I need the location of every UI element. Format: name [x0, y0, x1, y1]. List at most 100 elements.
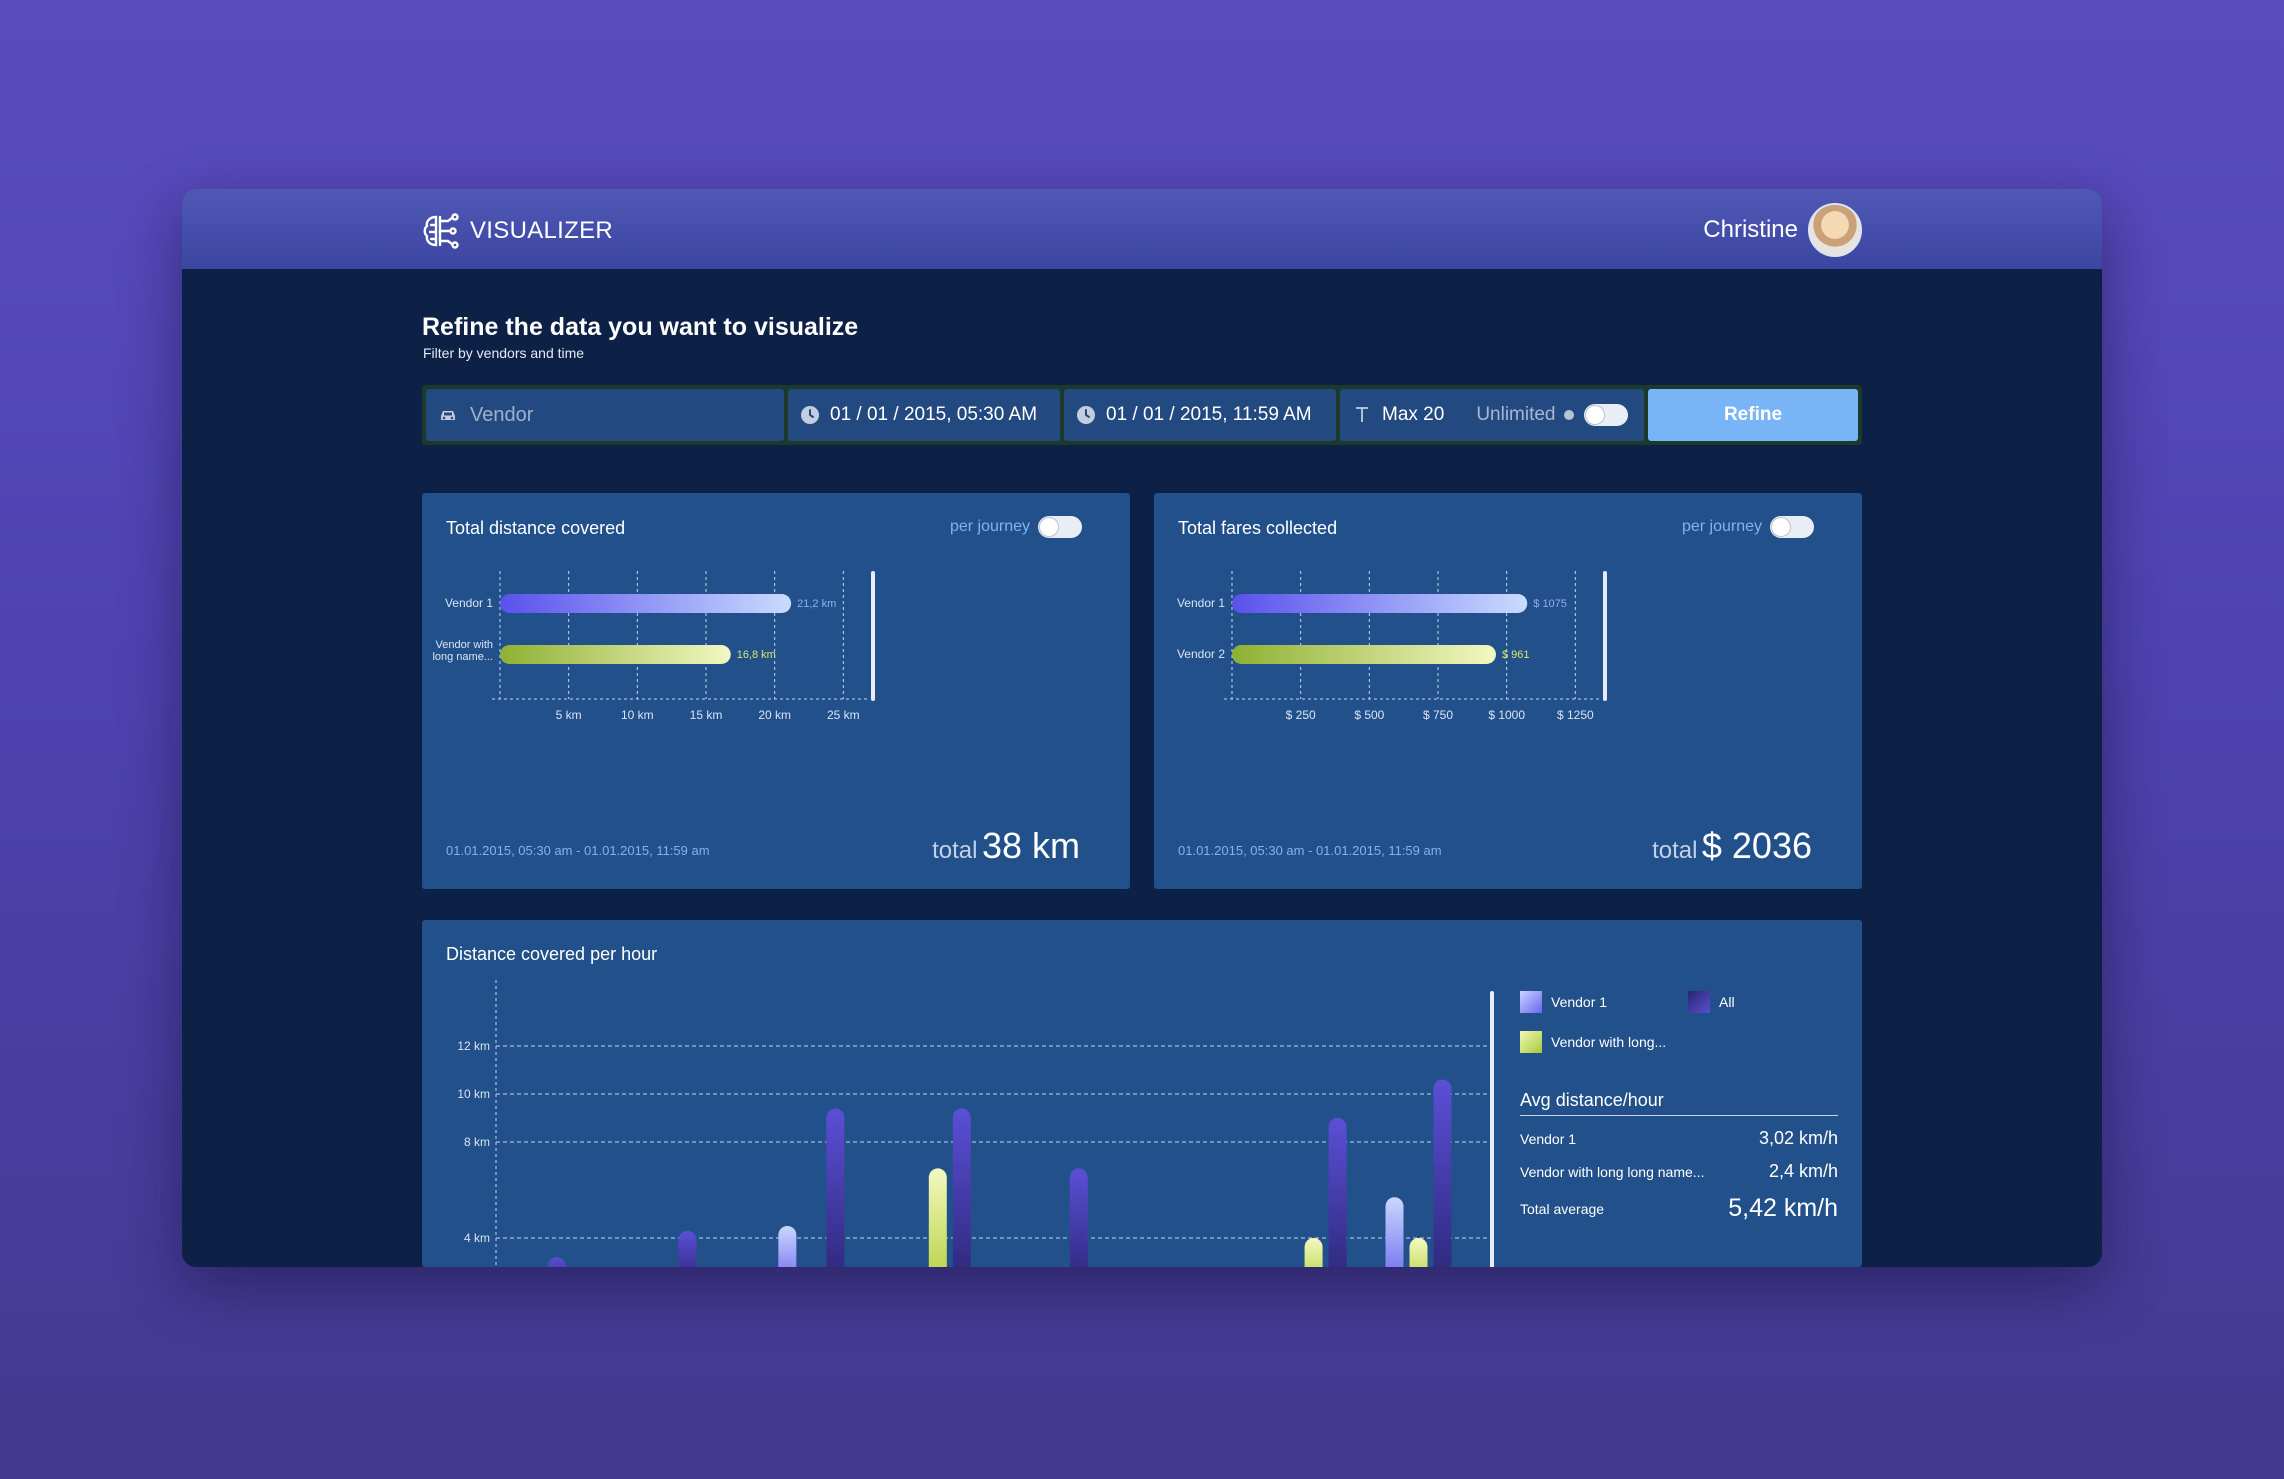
total-label: total: [1652, 837, 1698, 864]
bar: [1232, 645, 1496, 664]
bar-all: [1069, 1168, 1088, 1267]
max-results-field[interactable]: Max 20 Unlimited: [1340, 389, 1644, 441]
fares-bar-chart: $ 250 $ 500 $ 750 $ 1000 $ 1250 Vendor 1 $ 107…: [1177, 571, 1607, 722]
date-range: 01.01.2015, 05:30 am - 01.01.2015, 11:59…: [446, 843, 710, 858]
legend-item-vendor-2[interactable]: Vendor with long...: [1520, 1031, 1666, 1053]
category-label: Vendor with long name...: [432, 639, 493, 663]
vendor-field[interactable]: [426, 389, 784, 441]
page-title: Refine the data you want to visualize: [422, 313, 859, 341]
bar: [500, 645, 731, 664]
tick-label: 12 km: [457, 1039, 490, 1053]
legend-item-vendor-1[interactable]: Vendor 1: [1520, 991, 1607, 1013]
tick-label: $ 250: [1286, 708, 1316, 722]
avg-row-name: Vendor 1: [1520, 1130, 1577, 1147]
distance-card: Total distance covered per journey 5 km 1…: [422, 493, 1130, 889]
category-label: Vendor 2: [1177, 647, 1225, 661]
per-journey-control[interactable]: per journey: [1682, 516, 1814, 538]
avg-row: Vendor with long long name... 2,4 km/h: [1520, 1161, 1838, 1182]
total-summary: total $ 2036: [1652, 825, 1812, 867]
refine-button[interactable]: Refine: [1648, 389, 1858, 441]
bar-vendor-2: [1409, 1238, 1428, 1267]
from-datetime-field[interactable]: 01 / 01 / 2015, 05:30 AM: [788, 389, 1060, 441]
category-label: Vendor 1: [1177, 596, 1225, 610]
app-window: VISUALIZER Christine Refine the data you…: [182, 189, 2102, 1267]
fares-card: Total fares collected per journey $ 250 $…: [1154, 493, 1862, 889]
tick-label: 10 km: [457, 1087, 490, 1101]
bar: [500, 594, 792, 613]
per-journey-label: per journey: [949, 518, 1030, 535]
legend-label: Vendor with long...: [1551, 1034, 1667, 1050]
tick-label: $ 750: [1423, 708, 1453, 722]
bar-vendor-1: [778, 1226, 797, 1267]
hourly-card: Distance covered per hour 12 km 10 km 8 km…: [422, 920, 1862, 1267]
avatar[interactable]: [1808, 203, 1862, 257]
page-subtitle: Filter by vendors and time: [423, 345, 585, 361]
clock-icon: [1077, 406, 1095, 424]
tick-label: 5 km: [556, 708, 582, 722]
scrollbar: [1490, 991, 1494, 1267]
top-bar: VISUALIZER Christine: [182, 189, 2102, 269]
tick-label: $ 500: [1354, 708, 1384, 722]
user-menu[interactable]: Christine: [1703, 203, 1862, 257]
filter-bar: 01 / 01 / 2015, 05:30 AM 01 / 01 / 2015,…: [422, 385, 1862, 445]
legend-swatch: [1520, 1031, 1542, 1053]
bar-vendor-2: [928, 1168, 947, 1267]
vendor-input[interactable]: [468, 402, 752, 428]
total-summary: total 38 km: [932, 825, 1080, 867]
avg-row-name: Vendor with long long name...: [1520, 1163, 1705, 1180]
user-name: Christine: [1703, 216, 1798, 243]
card-title: Distance covered per hour: [446, 944, 658, 964]
brand-name: VISUALIZER: [470, 217, 614, 244]
tick-label: 4 km: [464, 1231, 490, 1245]
category-label: Vendor 1: [445, 596, 493, 610]
scrollbar: [1603, 571, 1607, 701]
brain-circuit-icon: [423, 213, 459, 249]
from-datetime-value: 01 / 01 / 2015, 05:30 AM: [830, 404, 1038, 425]
car-icon: [441, 411, 455, 420]
tick-label: 8 km: [464, 1135, 490, 1149]
legend-label: All: [1719, 994, 1735, 1010]
status-dot: [1563, 410, 1574, 420]
to-datetime-field[interactable]: 01 / 01 / 2015, 11:59 AM: [1064, 389, 1336, 441]
bar-vendor-2: [1304, 1238, 1323, 1267]
avg-row-value: 3,02 km/h: [1758, 1128, 1838, 1148]
bar-vendor-1: [1385, 1197, 1404, 1267]
per-journey-control[interactable]: per journey: [950, 516, 1082, 538]
bar-all: [1433, 1079, 1452, 1267]
per-journey-label: per journey: [1681, 518, 1762, 535]
per-journey-toggle[interactable]: [1770, 516, 1814, 538]
bar-all: [547, 1257, 566, 1267]
bar-all: [952, 1108, 971, 1267]
total-label: total: [932, 837, 978, 864]
legend-swatch: [1688, 991, 1710, 1013]
tick-label: $ 1000: [1488, 708, 1525, 722]
tick-label: $ 1250: [1557, 708, 1594, 722]
card-title: Total distance covered: [446, 518, 626, 538]
avg-distance-panel: Avg distance/hour Vendor 1 3,02 km/h Ven…: [1520, 1090, 1838, 1223]
unlimited-toggle[interactable]: [1583, 404, 1628, 426]
avg-row-name: Total average: [1520, 1200, 1605, 1217]
avg-title: Avg distance/hour: [1520, 1090, 1838, 1116]
legend-item-all[interactable]: All: [1688, 991, 1735, 1013]
per-journey-toggle[interactable]: [1038, 516, 1082, 538]
bar-all: [826, 1108, 845, 1267]
max-results-value: Max 20: [1382, 404, 1445, 425]
data-label: $ 961: [1502, 649, 1530, 661]
total-value: $ 2036: [1701, 825, 1812, 866]
total-value: 38 km: [981, 825, 1080, 866]
clock-icon: [801, 406, 819, 424]
legend-swatch: [1520, 991, 1542, 1013]
avg-row: Vendor 1 3,02 km/h: [1520, 1128, 1838, 1149]
brand[interactable]: VISUALIZER: [422, 213, 613, 249]
hourly-bar-chart: 12 km 10 km 8 km 4 km: [457, 980, 1494, 1267]
tick-label: 20 km: [758, 708, 791, 722]
avg-row-value: 2,4 km/h: [1768, 1161, 1838, 1181]
date-range: 01.01.2015, 05:30 am - 01.01.2015, 11:59…: [1178, 843, 1442, 858]
avg-row-total: Total average 5,42 km/h: [1520, 1194, 1838, 1223]
bar: [1232, 594, 1528, 613]
tick-label: 10 km: [621, 708, 654, 722]
bar-all: [678, 1230, 697, 1267]
avg-row-value: 5,42 km/h: [1728, 1194, 1838, 1222]
card-title: Total fares collected: [1178, 518, 1338, 538]
data-label: $ 1075: [1533, 598, 1567, 610]
